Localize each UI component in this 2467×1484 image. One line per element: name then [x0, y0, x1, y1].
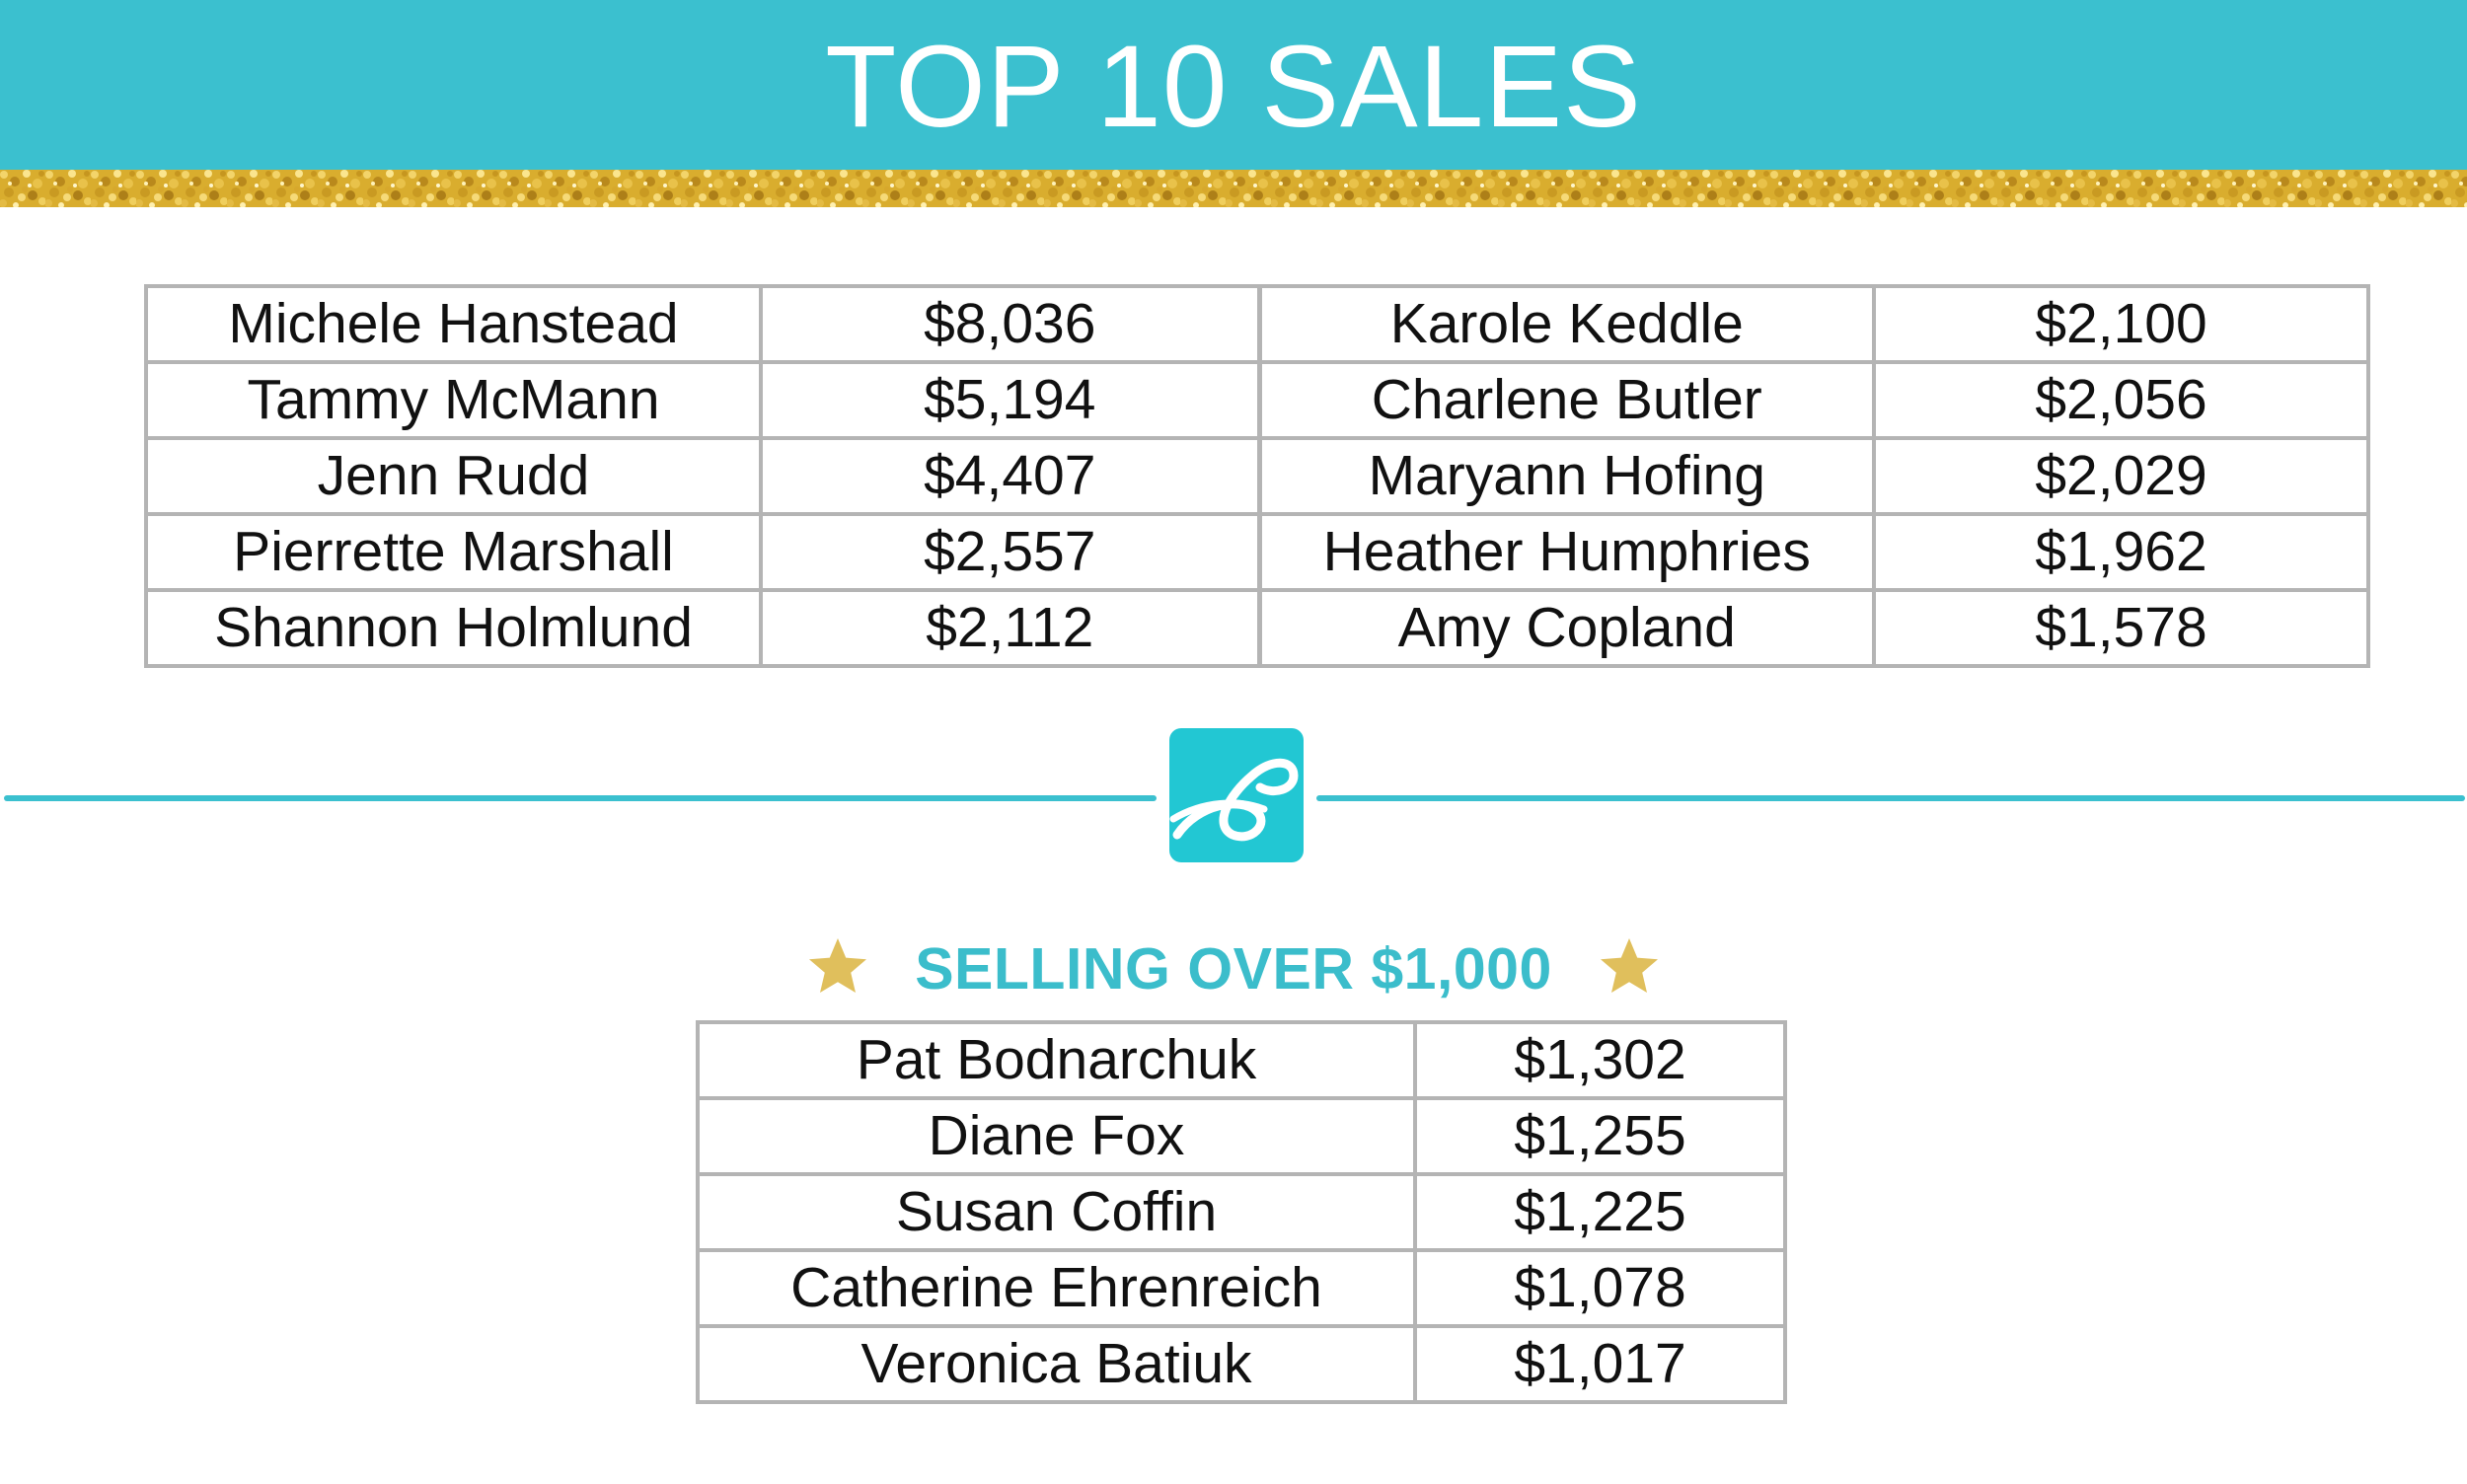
seller-name: Shannon Holmlund	[144, 588, 763, 668]
table-row: Pierrette Marshall $2,557 Heather Humphr…	[144, 512, 2370, 592]
table-row: Jenn Rudd $4,407 Maryann Hofing $2,029	[144, 436, 2370, 516]
seller-name: Veronica Batiuk	[696, 1324, 1417, 1404]
divider-line-left	[4, 795, 1157, 801]
divider-line-right	[1316, 795, 2465, 801]
seller-name: Michele Hanstead	[144, 284, 763, 364]
seller-name: Maryann Hofing	[1256, 436, 1876, 516]
header-banner: TOP 10 SALES	[0, 0, 2467, 170]
sales-amount: $2,557	[759, 512, 1261, 592]
sales-amount: $5,194	[759, 360, 1261, 440]
gold-glitter-border	[0, 170, 2467, 207]
section-heading: SELLING OVER $1,000	[0, 935, 2467, 999]
sales-amount: $2,100	[1872, 284, 2370, 364]
section-title: SELLING OVER $1,000	[915, 935, 1552, 1002]
seller-name: Susan Coffin	[696, 1172, 1417, 1252]
seller-name: Diane Fox	[696, 1096, 1417, 1176]
sales-amount: $2,112	[759, 588, 1261, 668]
table-row: Catherine Ehrenreich $1,078	[696, 1248, 1787, 1328]
sales-amount: $8,036	[759, 284, 1261, 364]
star-icon	[1600, 938, 1658, 993]
sales-amount: $1,578	[1872, 588, 2370, 668]
seller-name: Karole Keddle	[1256, 284, 1876, 364]
page-title: TOP 10 SALES	[825, 22, 1642, 152]
seller-name: Pierrette Marshall	[144, 512, 763, 592]
seller-name: Charlene Butler	[1256, 360, 1876, 440]
seller-name: Catherine Ehrenreich	[696, 1248, 1417, 1328]
seller-name: Tammy McMann	[144, 360, 763, 440]
star-icon	[809, 938, 867, 993]
table-row: Veronica Batiuk $1,017	[696, 1324, 1787, 1404]
sales-amount: $1,255	[1413, 1096, 1787, 1176]
seller-name: Pat Bodnarchuk	[696, 1020, 1417, 1100]
seller-name: Jenn Rudd	[144, 436, 763, 516]
sales-amount: $1,017	[1413, 1324, 1787, 1404]
seller-name: Amy Copland	[1256, 588, 1876, 668]
sales-amount: $1,225	[1413, 1172, 1787, 1252]
table-row: Susan Coffin $1,225	[696, 1172, 1787, 1252]
sales-amount: $2,056	[1872, 360, 2370, 440]
sales-amount: $2,029	[1872, 436, 2370, 516]
top10-table: Michele Hanstead $8,036 Karole Keddle $2…	[144, 284, 2370, 668]
sales-amount: $1,302	[1413, 1020, 1787, 1100]
seller-name: Heather Humphries	[1256, 512, 1876, 592]
table-row: Pat Bodnarchuk $1,302	[696, 1020, 1787, 1100]
table-row: Shannon Holmlund $2,112 Amy Copland $1,5…	[144, 588, 2370, 668]
over1000-table: Pat Bodnarchuk $1,302 Diane Fox $1,255 S…	[696, 1020, 1787, 1404]
sales-amount: $1,078	[1413, 1248, 1787, 1328]
sales-amount: $4,407	[759, 436, 1261, 516]
brand-logo-icon	[1169, 728, 1304, 862]
sales-amount: $1,962	[1872, 512, 2370, 592]
table-row: Tammy McMann $5,194 Charlene Butler $2,0…	[144, 360, 2370, 440]
table-row: Diane Fox $1,255	[696, 1096, 1787, 1176]
table-row: Michele Hanstead $8,036 Karole Keddle $2…	[144, 284, 2370, 364]
